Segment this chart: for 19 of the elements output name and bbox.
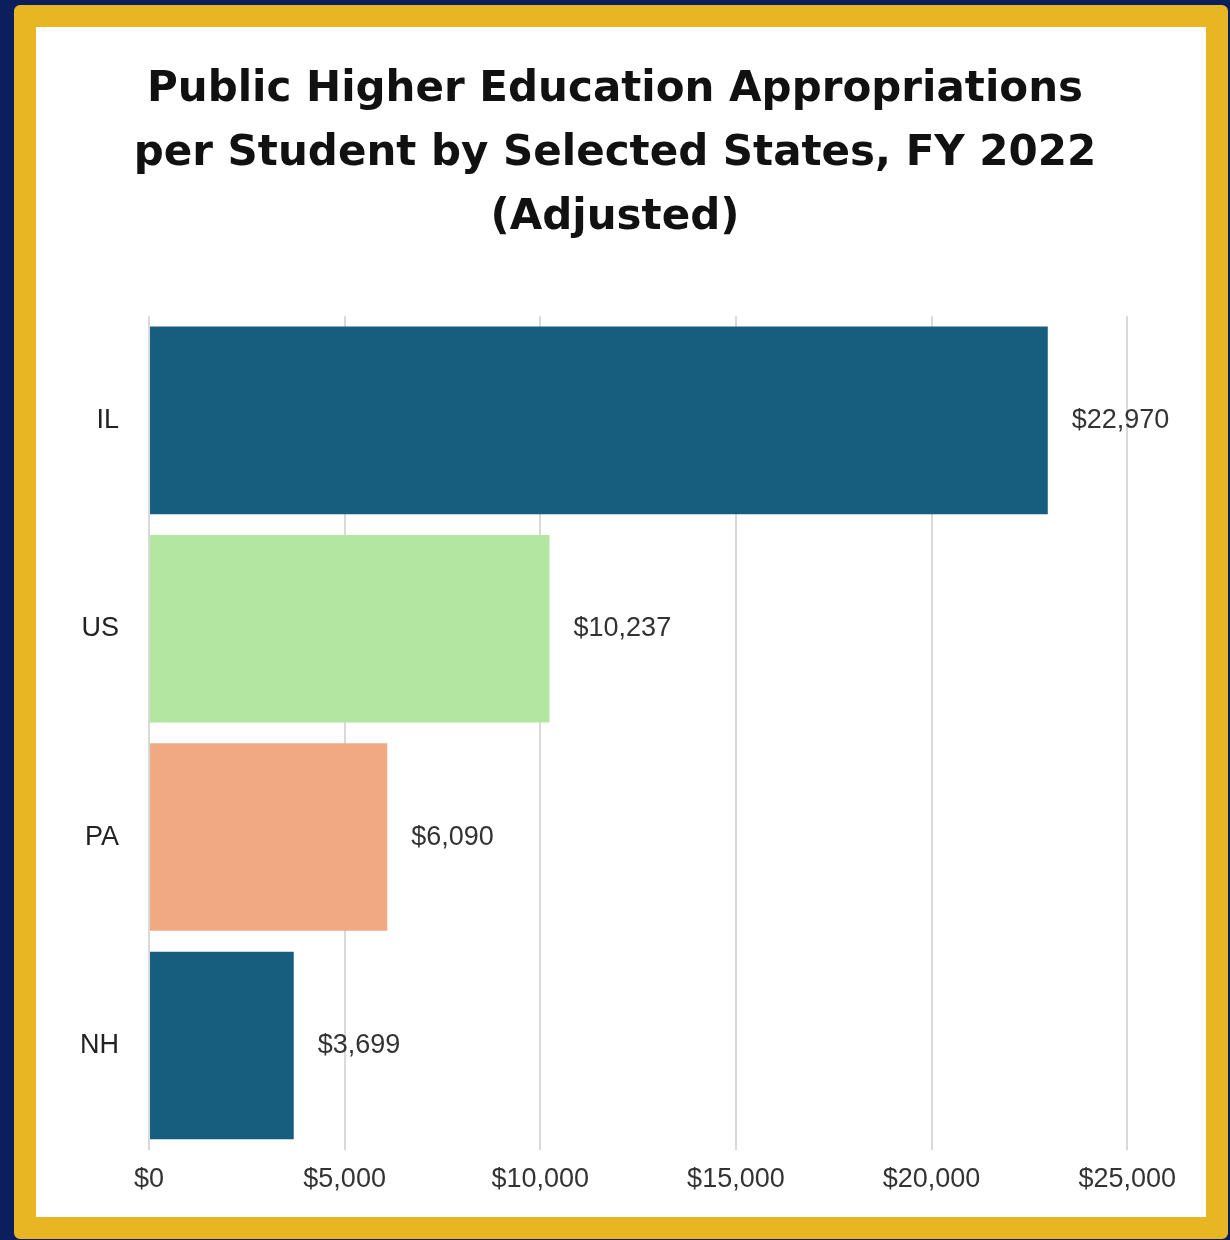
x-tick-label: $20,000 [882,1163,981,1194]
x-tick-label: $15,000 [687,1163,785,1194]
data-label: $22,970 [1071,403,1170,434]
y-tick-label: IL [96,403,119,434]
data-label: $10,237 [573,612,672,643]
data-label: $3,699 [317,1028,401,1059]
data-label: $6,090 [411,820,494,851]
y-tick-label: PA [84,820,119,851]
chart-title: Public Higher Education Appropriations per Student by Selected States, FY 2022 (Adjusted) [132,61,1098,241]
bar [150,326,1048,515]
x-tick-label: $10,000 [491,1163,590,1194]
x-tick-label: $25,000 [1078,1163,1177,1194]
y-tick-label: US [81,612,119,643]
bar [150,534,550,723]
x-tick-label: $0 [133,1163,165,1194]
bar [150,743,388,931]
x-tick-label: $5,000 [303,1163,386,1194]
bar [150,951,294,1140]
y-tick-label: NH [80,1028,119,1059]
